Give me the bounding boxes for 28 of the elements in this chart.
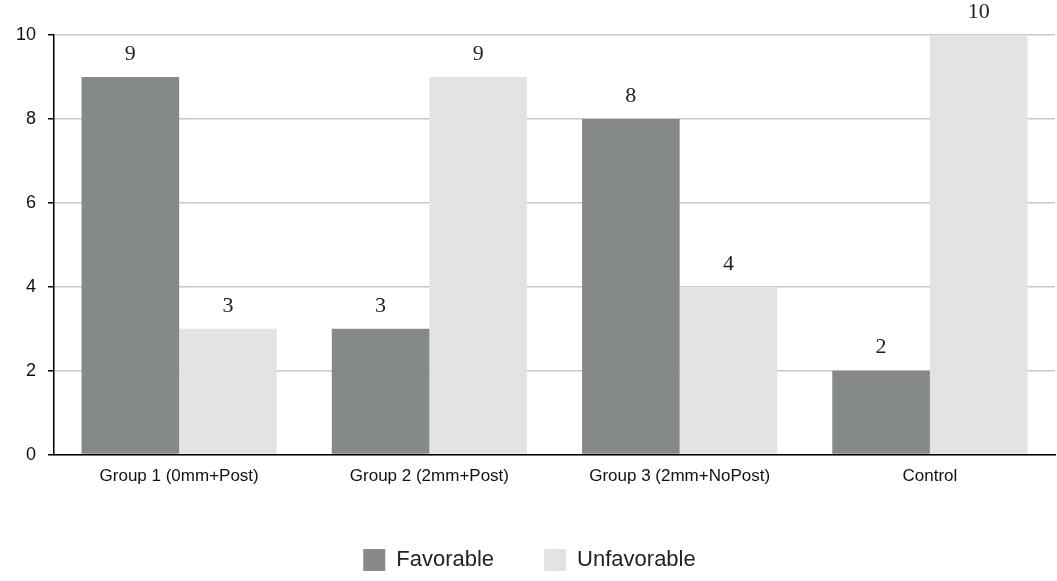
y-tick-label: 6 xyxy=(26,191,37,212)
bar xyxy=(832,370,930,454)
x-tick-label: Group 1 (0mm+Post) xyxy=(99,466,259,486)
y-tick-label: 2 xyxy=(26,359,37,380)
data-label: 10 xyxy=(967,0,990,23)
data-label: 2 xyxy=(875,333,887,359)
bar xyxy=(679,286,778,454)
bar xyxy=(582,118,680,454)
bar xyxy=(81,76,180,454)
y-tick-label: 0 xyxy=(26,443,37,464)
bar xyxy=(331,328,430,454)
data-label: 8 xyxy=(625,81,637,107)
data-label: 3 xyxy=(375,291,387,317)
data-label: 9 xyxy=(472,39,484,65)
y-tick-label: 8 xyxy=(26,107,37,128)
bar xyxy=(429,76,527,454)
x-tick-label: Control xyxy=(902,466,958,486)
x-tick-label: Group 3 (2mm+NoPost) xyxy=(589,466,771,486)
legend-label: Unfavorable xyxy=(577,546,696,572)
x-tick-label: Group 2 (2mm+Post) xyxy=(349,466,509,486)
data-label: 3 xyxy=(222,291,234,317)
bar xyxy=(929,35,1028,454)
legend-label: Favorable xyxy=(396,546,495,572)
bar xyxy=(179,328,277,454)
data-label: 9 xyxy=(124,39,136,65)
y-tick-label: 4 xyxy=(26,275,37,296)
y-tick-label: 10 xyxy=(15,23,37,44)
data-label: 4 xyxy=(722,249,734,275)
